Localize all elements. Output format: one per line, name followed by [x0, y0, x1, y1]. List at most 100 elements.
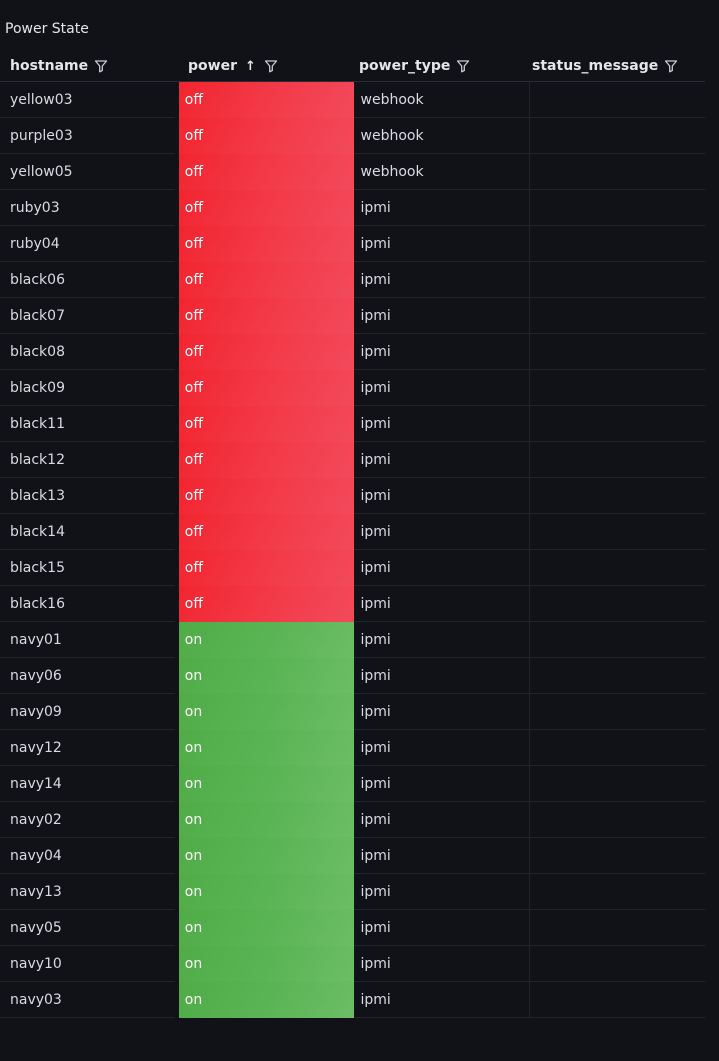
cell-power-type: webhook	[353, 154, 530, 190]
cell-power: on	[178, 622, 354, 658]
cell-hostname: ruby03	[0, 190, 175, 226]
table-row[interactable]: ruby04 off ipmi	[0, 226, 705, 262]
column-header-power-type[interactable]: power_type	[352, 51, 526, 81]
table-row[interactable]: black14 off ipmi	[0, 514, 705, 550]
cell-power: off	[178, 478, 354, 514]
cell-status-message	[529, 910, 705, 946]
cell-status-message	[529, 334, 705, 370]
cell-hostname: navy02	[0, 802, 175, 838]
table-row[interactable]: navy06 on ipmi	[0, 658, 705, 694]
cell-power: on	[178, 910, 354, 946]
table-row[interactable]: navy14 on ipmi	[0, 766, 705, 802]
table-row[interactable]: purple03 off webhook	[0, 118, 705, 154]
cell-status-message	[529, 802, 705, 838]
cell-hostname: navy14	[0, 766, 175, 802]
cell-power-type: ipmi	[353, 334, 530, 370]
sort-ascending-icon: ↑	[245, 58, 256, 74]
cell-power-type: ipmi	[353, 982, 530, 1018]
column-header-power[interactable]: power ↑	[178, 51, 352, 81]
cell-hostname: navy01	[0, 622, 175, 658]
cell-power: on	[178, 802, 354, 838]
cell-power: on	[178, 874, 354, 910]
cell-power: off	[178, 370, 354, 406]
cell-hostname: black08	[0, 334, 175, 370]
cell-power-type: ipmi	[353, 406, 530, 442]
table-row[interactable]: navy01 on ipmi	[0, 622, 705, 658]
cell-status-message	[529, 82, 705, 118]
table-row[interactable]: navy05 on ipmi	[0, 910, 705, 946]
table-row[interactable]: navy10 on ipmi	[0, 946, 705, 982]
cell-power-type: ipmi	[353, 586, 530, 622]
filter-icon[interactable]	[94, 59, 108, 73]
column-label: power_type	[359, 58, 451, 74]
table-row[interactable]: black06 off ipmi	[0, 262, 705, 298]
cell-power: on	[178, 766, 354, 802]
cell-status-message	[529, 154, 705, 190]
cell-power: off	[178, 334, 354, 370]
cell-power: off	[178, 514, 354, 550]
cell-power: on	[178, 946, 354, 982]
table-row[interactable]: yellow05 off webhook	[0, 154, 705, 190]
table-row[interactable]: navy04 on ipmi	[0, 838, 705, 874]
table-row[interactable]: black08 off ipmi	[0, 334, 705, 370]
panel-title: Power State	[5, 21, 89, 37]
table-row[interactable]: black15 off ipmi	[0, 550, 705, 586]
table-row[interactable]: navy09 on ipmi	[0, 694, 705, 730]
cell-hostname: navy13	[0, 874, 175, 910]
table-row[interactable]: black12 off ipmi	[0, 442, 705, 478]
cell-hostname: black12	[0, 442, 175, 478]
cell-power-type: ipmi	[353, 730, 530, 766]
cell-power: off	[178, 262, 354, 298]
cell-power-type: ipmi	[353, 766, 530, 802]
cell-hostname: ruby04	[0, 226, 175, 262]
table-row[interactable]: yellow03 off webhook	[0, 82, 705, 118]
cell-status-message	[529, 766, 705, 802]
cell-power: on	[178, 730, 354, 766]
cell-status-message	[529, 226, 705, 262]
table-row[interactable]: black07 off ipmi	[0, 298, 705, 334]
cell-power: off	[178, 226, 354, 262]
cell-status-message	[529, 874, 705, 910]
cell-status-message	[529, 118, 705, 154]
cell-status-message	[529, 370, 705, 406]
table-row[interactable]: black11 off ipmi	[0, 406, 705, 442]
cell-status-message	[529, 946, 705, 982]
cell-power-type: ipmi	[353, 658, 530, 694]
cell-status-message	[529, 622, 705, 658]
cell-power-type: ipmi	[353, 910, 530, 946]
cell-hostname: black16	[0, 586, 175, 622]
table-row[interactable]: navy03 on ipmi	[0, 982, 705, 1018]
filter-icon[interactable]	[664, 59, 678, 73]
cell-power-type: ipmi	[353, 262, 530, 298]
column-header-hostname[interactable]: hostname	[0, 51, 174, 81]
table-row[interactable]: black16 off ipmi	[0, 586, 705, 622]
cell-status-message	[529, 730, 705, 766]
table-row[interactable]: navy12 on ipmi	[0, 730, 705, 766]
cell-status-message	[529, 442, 705, 478]
filter-icon[interactable]	[456, 59, 470, 73]
column-label: power	[188, 58, 237, 74]
cell-status-message	[529, 694, 705, 730]
cell-hostname: navy09	[0, 694, 175, 730]
table-row[interactable]: black13 off ipmi	[0, 478, 705, 514]
column-header-status-message[interactable]: status_message	[526, 51, 705, 81]
cell-power: off	[178, 190, 354, 226]
cell-status-message	[529, 838, 705, 874]
power-state-table: hostname power ↑ power_type status_messa…	[0, 51, 705, 1018]
cell-power: off	[178, 406, 354, 442]
cell-power-type: ipmi	[353, 442, 530, 478]
cell-hostname: black06	[0, 262, 175, 298]
table-row[interactable]: ruby03 off ipmi	[0, 190, 705, 226]
table-row[interactable]: navy02 on ipmi	[0, 802, 705, 838]
cell-power-type: ipmi	[353, 550, 530, 586]
cell-hostname: black13	[0, 478, 175, 514]
table-row[interactable]: navy13 on ipmi	[0, 874, 705, 910]
cell-power: off	[178, 550, 354, 586]
cell-power-type: webhook	[353, 118, 530, 154]
column-label: hostname	[10, 58, 89, 74]
table-row[interactable]: black09 off ipmi	[0, 370, 705, 406]
filter-icon[interactable]	[264, 59, 278, 73]
cell-status-message	[529, 586, 705, 622]
cell-hostname: navy05	[0, 910, 175, 946]
cell-power-type: ipmi	[353, 946, 530, 982]
